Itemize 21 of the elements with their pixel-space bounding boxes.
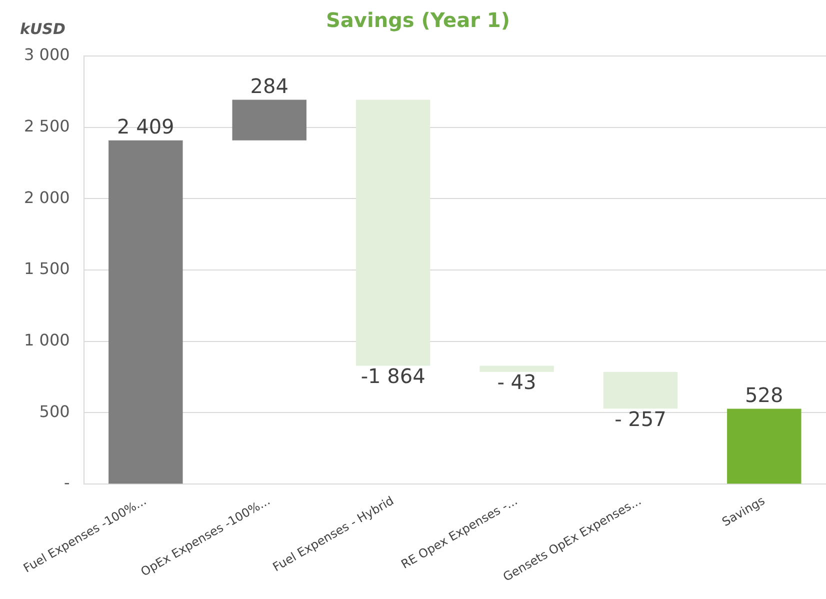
data-label: -1 864 bbox=[360, 364, 426, 388]
y-tick-label: 3 000 bbox=[24, 45, 70, 64]
data-label: 2 409 bbox=[117, 114, 174, 139]
y-axis-title: kUSD bbox=[20, 20, 66, 38]
data-label: - 257 bbox=[614, 406, 666, 431]
data-label: - 43 bbox=[497, 370, 536, 394]
y-tick-label: 500 bbox=[39, 402, 70, 421]
bar bbox=[727, 408, 802, 484]
chart-title: Savings (Year 1) bbox=[326, 8, 510, 32]
y-tick-label: - bbox=[64, 473, 70, 492]
data-label: 528 bbox=[745, 382, 784, 407]
bar bbox=[480, 366, 554, 372]
y-tick-label: 2 500 bbox=[24, 116, 70, 136]
y-tick-label: 1 500 bbox=[24, 259, 70, 278]
y-tick-label: 1 000 bbox=[24, 330, 70, 350]
bar bbox=[603, 372, 678, 409]
y-tick-label: 2 000 bbox=[24, 188, 70, 207]
data-label: 284 bbox=[250, 74, 288, 98]
bar bbox=[108, 140, 183, 484]
bar bbox=[356, 100, 430, 366]
bar bbox=[232, 100, 306, 140]
